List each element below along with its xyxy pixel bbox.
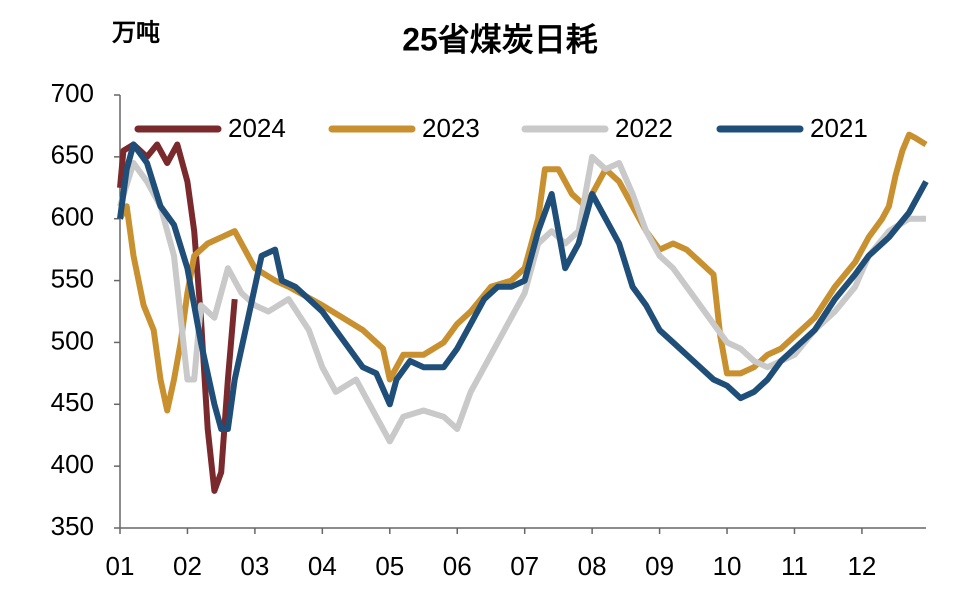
legend-label: 2024 xyxy=(228,113,286,143)
y-tick-label: 650 xyxy=(51,140,94,170)
x-tick-label: 10 xyxy=(713,551,742,581)
series-line xyxy=(117,141,929,432)
x-tick-label: 08 xyxy=(578,551,607,581)
x-tick-label: 09 xyxy=(645,551,674,581)
x-tick-label: 07 xyxy=(510,551,539,581)
y-tick-label: 550 xyxy=(51,263,94,293)
y-tick-label: 350 xyxy=(51,511,94,541)
x-tick-label: 03 xyxy=(240,551,269,581)
series-line xyxy=(117,153,926,445)
y-axis-unit: 万吨 xyxy=(112,19,160,46)
x-tick-label: 11 xyxy=(781,551,808,581)
x-tick-label: 06 xyxy=(443,551,472,581)
legend-label: 2023 xyxy=(422,113,480,143)
legend-label: 2022 xyxy=(615,113,673,143)
y-tick-label: 600 xyxy=(51,202,94,232)
y-tick-label: 500 xyxy=(51,325,94,355)
x-tick-label: 02 xyxy=(173,551,202,581)
legend-label: 2021 xyxy=(810,113,868,143)
y-tick-label: 450 xyxy=(51,387,94,417)
x-tick-label: 01 xyxy=(106,551,135,581)
series-line xyxy=(117,131,928,414)
x-tick-label: 05 xyxy=(375,551,404,581)
chart-title: 25省煤炭日耗 xyxy=(402,21,598,57)
x-tick-label: 12 xyxy=(847,551,876,581)
y-tick-label: 400 xyxy=(51,449,94,479)
x-tick-label: 04 xyxy=(308,551,337,581)
y-tick-label: 700 xyxy=(51,78,94,108)
